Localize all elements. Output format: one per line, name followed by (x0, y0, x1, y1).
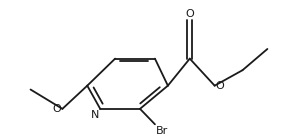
Text: O: O (185, 9, 194, 19)
Text: O: O (216, 81, 225, 91)
Text: N: N (90, 110, 99, 120)
Text: O: O (53, 104, 61, 114)
Text: Br: Br (156, 126, 168, 136)
